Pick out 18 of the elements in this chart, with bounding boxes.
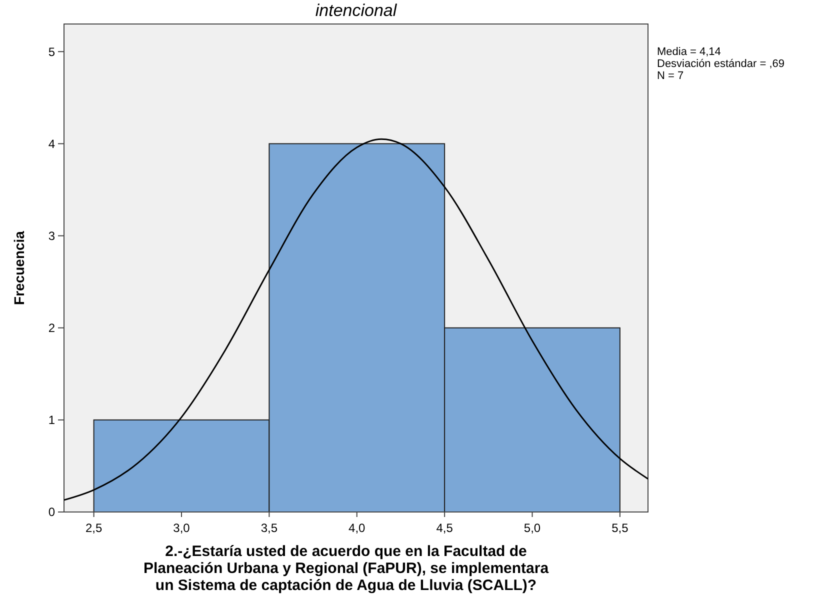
x-tick-label: 4,5 (436, 521, 454, 535)
y-axis-title: Frecuencia (11, 230, 27, 305)
x-tick-label: 5,5 (612, 521, 629, 535)
x-tick-label: 3,0 (173, 521, 190, 535)
y-tick-label: 0 (48, 505, 56, 520)
x-tick-label: 2,5 (85, 521, 102, 535)
x-tick-label: 5,0 (524, 521, 541, 535)
x-tick-label: 3,5 (260, 521, 278, 535)
y-tick-label: 1 (48, 413, 56, 428)
line-series (64, 138, 648, 501)
x-axis-title: 2.-¿Estaría usted de acuerdo que en la Facultad de Planeación Urbana y Regional (FaPUR), se implementara un Sistema de captación de Agua de Lluvia (SCALL)? (143, 543, 550, 594)
text: Media = 4,14 Desviación estándar = ,69 N = 7 (657, 46, 784, 82)
x-tick-label: 4,0 (348, 521, 366, 535)
y-tick-label: 4 (48, 136, 56, 151)
chart-title: intencional (315, 1, 398, 20)
y-tick-label: 5 (48, 44, 56, 59)
y-tick-label: 3 (48, 228, 56, 243)
y-tick-label: 2 (48, 321, 56, 336)
